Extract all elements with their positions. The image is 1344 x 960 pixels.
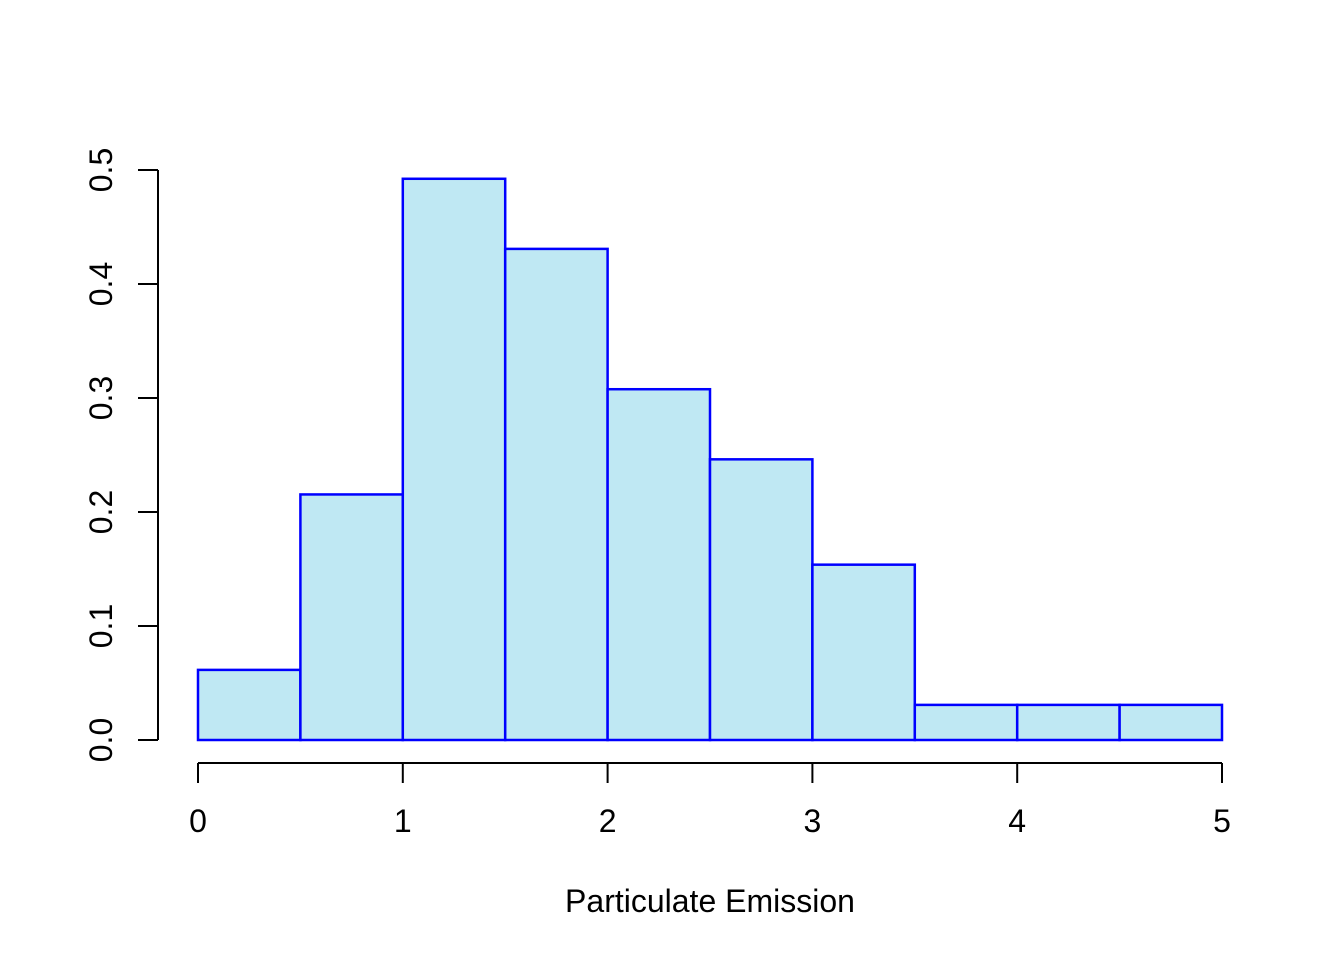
histogram-bar	[811, 563, 917, 742]
histogram-bar	[1118, 703, 1224, 742]
y-tick-label: 0.1	[83, 604, 119, 648]
histogram-bar	[299, 493, 405, 742]
y-axis: 0.0 0.1 0.2 0.3 0.4 0.5	[83, 148, 159, 762]
y-tick-label: 0.4	[83, 262, 119, 306]
x-tick-label: 3	[804, 803, 822, 839]
histogram-bar	[913, 703, 1019, 742]
histogram-bar	[1015, 703, 1121, 742]
histogram-bar	[606, 387, 712, 742]
histogram-bar	[708, 458, 814, 742]
bars-group	[196, 177, 1224, 742]
x-tick-label: 4	[1008, 803, 1026, 839]
histogram-bar	[401, 177, 507, 742]
y-tick-label: 0.5	[83, 148, 119, 192]
x-tick-label: 2	[599, 803, 617, 839]
x-axis-title: Particulate Emission	[565, 883, 855, 919]
x-tick-label: 1	[394, 803, 412, 839]
histogram-bar	[196, 668, 302, 742]
y-tick-label: 0.3	[83, 376, 119, 420]
x-axis: 0 1 2 3 4 5	[189, 762, 1231, 839]
histogram-bar	[503, 247, 609, 742]
x-tick-label: 5	[1213, 803, 1231, 839]
x-tick-label: 0	[189, 803, 207, 839]
y-tick-label: 0.2	[83, 490, 119, 534]
y-tick-label: 0.0	[83, 718, 119, 762]
